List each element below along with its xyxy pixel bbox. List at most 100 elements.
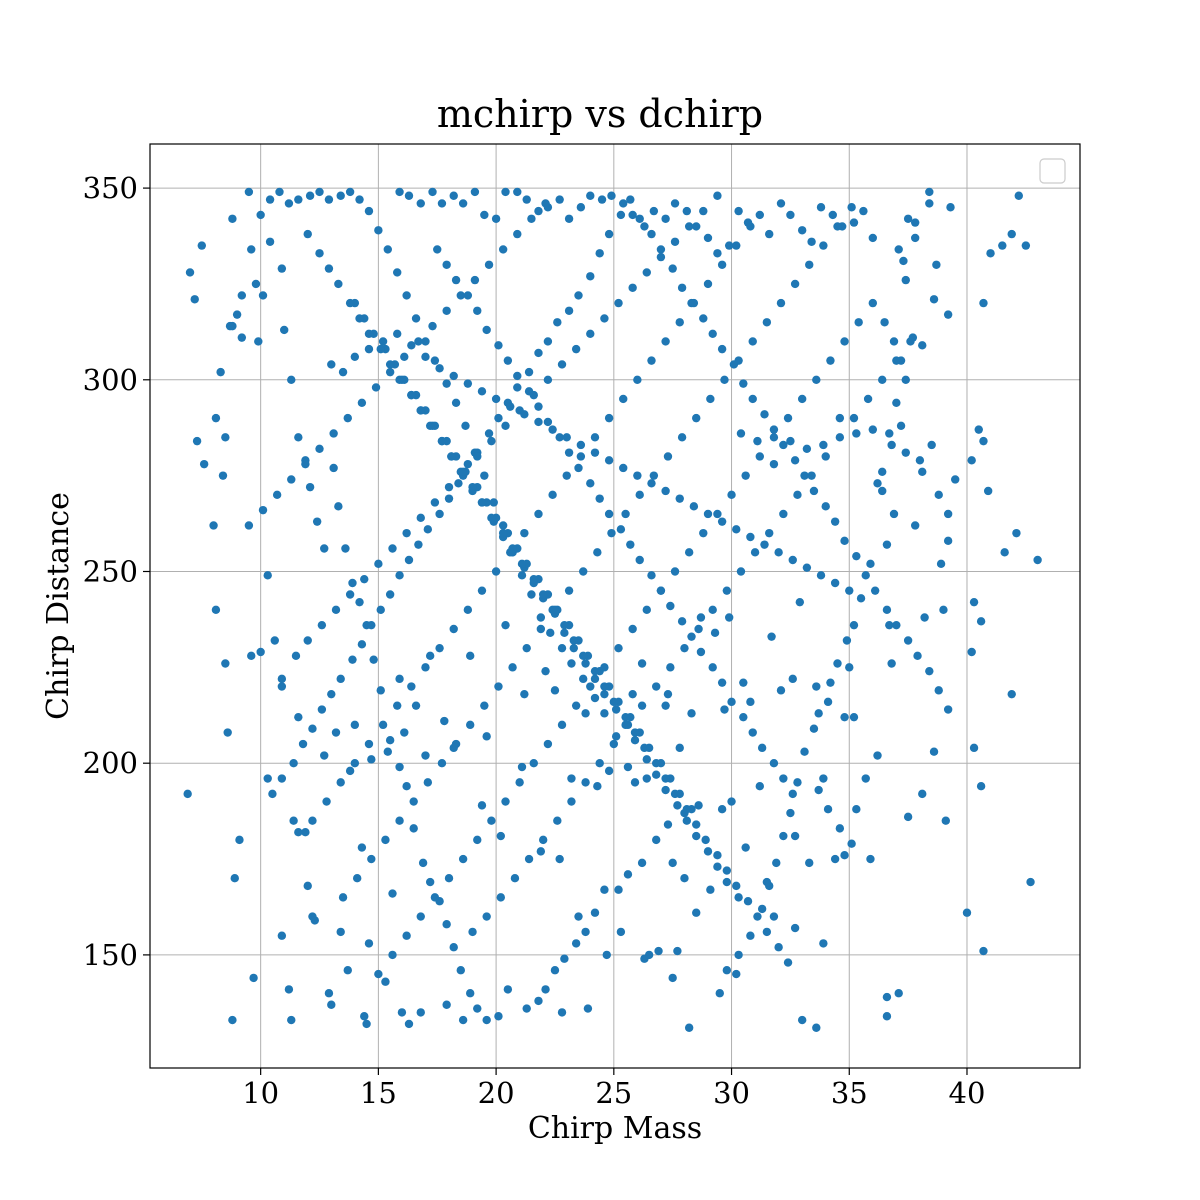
data-point [463, 459, 473, 469]
data-point [684, 222, 694, 231]
data-point [910, 521, 920, 530]
data-point [602, 950, 611, 960]
data-point [934, 686, 943, 695]
data-point [652, 835, 661, 845]
data-point [560, 620, 569, 630]
data-point [470, 275, 480, 285]
data-point [256, 647, 265, 657]
data-point [748, 728, 757, 737]
data-point [324, 989, 334, 998]
data-point [746, 697, 755, 707]
data-point [209, 521, 218, 530]
data-point [873, 751, 882, 760]
data-point [345, 766, 355, 776]
data-point [783, 958, 793, 967]
data-point [673, 946, 682, 956]
data-point [708, 605, 717, 615]
data-point [887, 440, 896, 450]
data-point [298, 739, 308, 749]
data-point [289, 816, 298, 825]
data-point [560, 628, 569, 638]
data-point [595, 758, 604, 768]
data-point [727, 697, 736, 707]
data-point [395, 187, 404, 197]
data-point [498, 528, 508, 538]
data-point [713, 191, 722, 200]
data-point [416, 406, 425, 415]
data-point [918, 341, 927, 350]
data-point [967, 456, 976, 465]
data-point [586, 329, 595, 338]
data-point [312, 517, 322, 526]
x-tick-label: 30 [713, 1076, 750, 1110]
data-point [687, 632, 696, 641]
data-point [918, 467, 927, 477]
data-point [760, 540, 769, 549]
data-point [466, 989, 475, 998]
data-point [936, 559, 946, 569]
data-point [687, 709, 696, 718]
data-point [692, 413, 701, 423]
data-point [258, 291, 268, 300]
data-point [444, 874, 454, 883]
data-point [765, 229, 774, 239]
data-point [762, 318, 772, 327]
data-point [682, 805, 692, 814]
data-point [442, 260, 451, 269]
data-point [757, 904, 767, 914]
data-point [819, 774, 828, 783]
data-point [779, 831, 788, 841]
data-point [713, 249, 722, 258]
data-point [628, 210, 637, 220]
data-point [345, 187, 355, 197]
data-point [562, 471, 571, 480]
data-point [308, 912, 317, 921]
data-point [482, 1015, 491, 1025]
data-point [364, 329, 374, 338]
data-point [934, 490, 943, 500]
data-point [830, 517, 840, 526]
data-point [357, 843, 367, 852]
data-point [805, 858, 814, 868]
data-point [409, 797, 418, 806]
data-point [458, 467, 468, 477]
data-point [703, 509, 713, 519]
data-point [517, 571, 527, 580]
data-point [899, 256, 908, 266]
data-point [421, 337, 430, 346]
data-point [849, 413, 859, 423]
data-point [466, 720, 475, 730]
data-point [969, 743, 979, 753]
x-tick-label: 25 [595, 1076, 632, 1110]
data-point [892, 356, 901, 365]
data-point [604, 229, 614, 239]
data-point [303, 636, 312, 645]
data-point [663, 689, 673, 699]
data-point [774, 943, 783, 952]
data-point [543, 417, 553, 427]
data-point [515, 406, 524, 415]
data-point [543, 739, 553, 749]
data-point [294, 433, 303, 442]
data-point [534, 402, 543, 411]
data-point [1033, 555, 1042, 565]
data-point [287, 475, 296, 484]
data-point [402, 291, 411, 300]
data-point [336, 778, 345, 787]
data-point [701, 835, 710, 845]
data-point [430, 498, 440, 507]
data-point [327, 360, 336, 369]
data-point [388, 950, 397, 960]
data-point [265, 195, 275, 204]
data-point [393, 268, 402, 277]
data-point [652, 770, 661, 779]
data-point [579, 567, 588, 576]
data-point [331, 605, 341, 615]
data-point [463, 291, 473, 300]
data-point [694, 624, 703, 634]
data-point [649, 471, 659, 480]
data-point [574, 291, 583, 300]
data-point [943, 509, 953, 519]
data-point [600, 682, 609, 691]
